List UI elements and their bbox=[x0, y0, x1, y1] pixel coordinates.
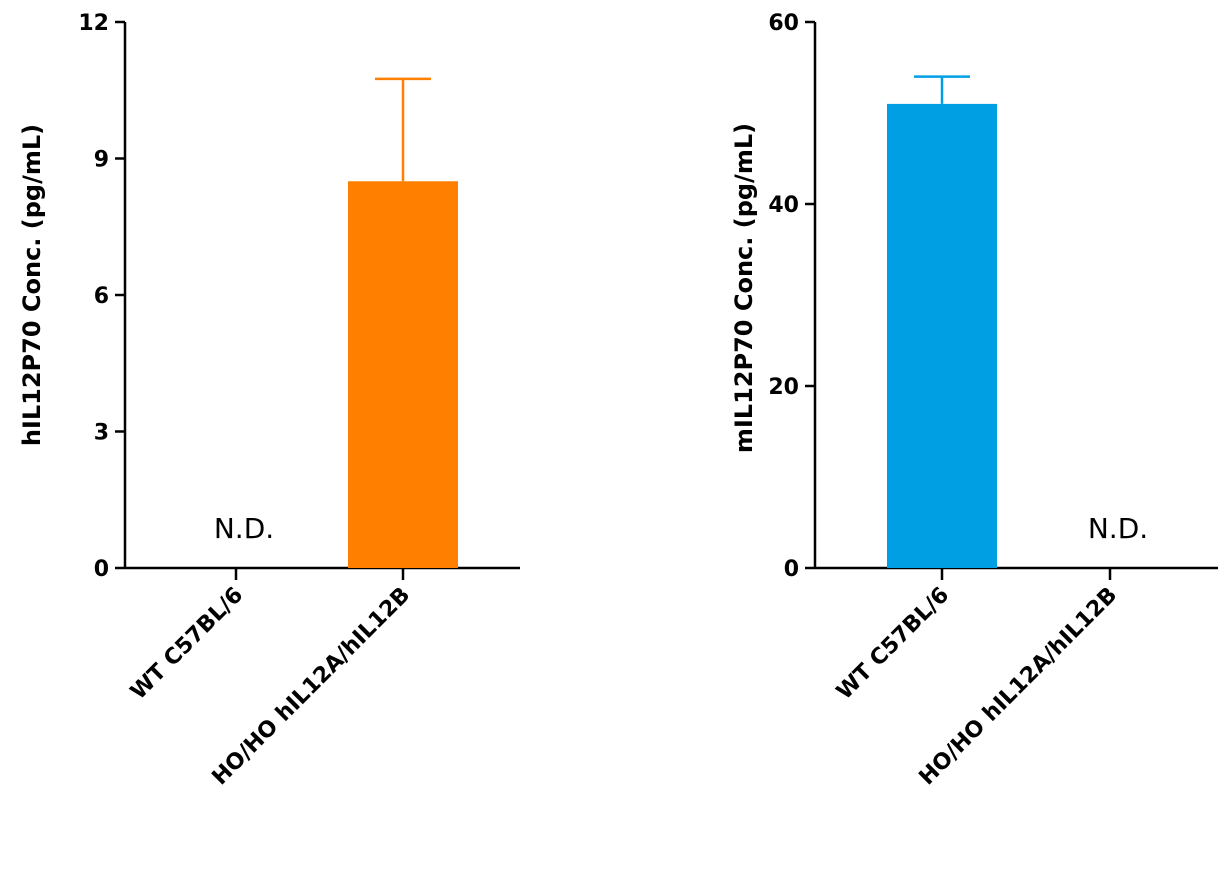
chart-panel-1: 0 3 6 9 12 hIL12P70 Conc. (pg/mL) N.D. WT C57BL… bbox=[18, 11, 520, 790]
y-tick-label: 3 bbox=[94, 421, 109, 446]
bar bbox=[348, 181, 458, 568]
y-tick-label: 6 bbox=[94, 284, 109, 309]
not-detected-label: N.D. bbox=[214, 512, 274, 545]
x-category-label: WT C57BL/6 bbox=[126, 583, 248, 705]
bar bbox=[887, 103, 997, 569]
y-tick-label: 0 bbox=[94, 557, 109, 582]
y-tick-label: 40 bbox=[768, 193, 799, 218]
y-tick-label: 0 bbox=[784, 557, 799, 582]
y-tick-label: 9 bbox=[94, 148, 109, 173]
y-axis-title: mIL12P70 Conc. (pg/mL) bbox=[730, 123, 758, 453]
x-category-label: HO/HO hIL12A/hIL12B bbox=[208, 583, 416, 791]
not-detected-label: N.D. bbox=[1088, 512, 1148, 545]
x-category-label: HO/HO hIL12A/hIL12B bbox=[915, 583, 1123, 791]
y-tick-label: 12 bbox=[78, 11, 109, 36]
y-tick-label: 60 bbox=[768, 11, 799, 36]
y-tick-label: 20 bbox=[768, 375, 799, 400]
x-category-label: WT C57BL/6 bbox=[832, 583, 954, 705]
y-axis-title: hIL12P70 Conc. (pg/mL) bbox=[18, 124, 46, 446]
chart-panel-2: 0 20 40 60 mIL12P70 Conc. (pg/mL) WT C57BL/6 N… bbox=[730, 11, 1218, 790]
